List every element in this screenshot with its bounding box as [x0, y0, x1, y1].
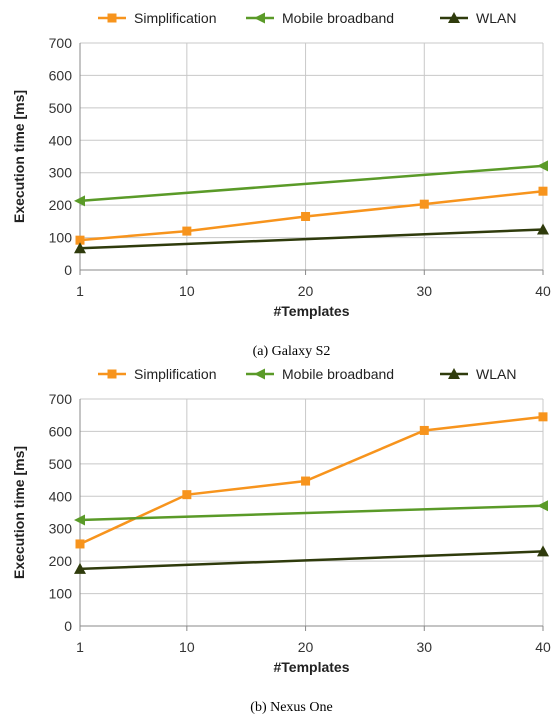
data-point: [74, 195, 85, 207]
y-tick-label: 100: [49, 586, 73, 602]
y-tick-label: 400: [49, 488, 73, 504]
chart-0: 0 100 200 300 400 500 600 700 1 10 20 30 40 #Template…: [11, 10, 551, 359]
series-simplification: [75, 186, 548, 245]
x-tick-label: 1: [76, 639, 84, 655]
y-tick-label: 0: [64, 262, 72, 278]
series-line: [79, 415, 544, 546]
y-axis-title: Execution time [ms]: [11, 90, 27, 223]
legend-marker: [448, 12, 460, 23]
legend-item: WLAN: [440, 10, 516, 26]
x-tick-label: 1: [76, 283, 84, 299]
series-mobile-broadband: [74, 160, 548, 207]
data-point: [182, 490, 192, 500]
data-point: [537, 160, 548, 172]
y-tick-label: 200: [49, 553, 73, 569]
legend-label: Mobile broadband: [282, 366, 394, 382]
data-point: [538, 412, 548, 422]
y-tick-label: 700: [49, 35, 73, 51]
legend-marker: [107, 369, 117, 379]
series-wlan: [74, 223, 549, 254]
y-tick-label: 300: [49, 521, 73, 537]
data-point: [537, 500, 548, 512]
y-tick-label: 500: [49, 100, 73, 116]
x-tick-label: 20: [298, 639, 314, 655]
data-point: [537, 223, 549, 235]
data-point: [74, 242, 86, 254]
legend-label: Mobile broadband: [282, 10, 394, 26]
legend-label: Simplification: [134, 366, 216, 382]
x-tick-label: 40: [535, 283, 551, 299]
data-point: [538, 186, 548, 196]
data-point: [74, 562, 86, 574]
data-point: [182, 226, 192, 236]
series-line: [79, 550, 544, 571]
data-point: [537, 545, 549, 557]
series-mobile-broadband: [74, 500, 548, 526]
y-tick-label: 600: [49, 423, 73, 439]
data-point: [74, 514, 85, 526]
series-simplification: [75, 412, 548, 549]
legend-marker: [254, 12, 265, 24]
legend-marker: [107, 13, 117, 23]
y-axis-title: Execution time [ms]: [11, 446, 27, 579]
series-line: [79, 164, 544, 203]
data-point: [301, 476, 311, 486]
x-tick-label: 20: [298, 283, 314, 299]
chart-caption: (b) Nexus One: [250, 700, 332, 715]
x-tick-label: 30: [416, 639, 432, 655]
x-tick-label: 10: [179, 283, 195, 299]
legend-label: WLAN: [476, 10, 516, 26]
series-line: [79, 228, 544, 250]
y-tick-label: 200: [49, 197, 73, 213]
series-wlan: [74, 545, 549, 574]
series-line: [79, 504, 544, 522]
chart-caption: (a) Galaxy S2: [253, 344, 331, 359]
x-tick-label: 40: [535, 639, 551, 655]
y-tick-label: 100: [49, 230, 73, 246]
legend-label: Simplification: [134, 10, 216, 26]
x-tick-label: 30: [416, 283, 432, 299]
x-tick-label: 10: [179, 639, 195, 655]
data-point: [301, 211, 311, 221]
legend-marker: [254, 368, 265, 380]
x-axis-title: #Templates: [274, 659, 350, 675]
data-point: [75, 235, 85, 245]
legend-item: Simplification: [98, 366, 216, 382]
legend-marker: [448, 368, 460, 379]
legend-label: WLAN: [476, 366, 516, 382]
chart-1: 0 100 200 300 400 500 600 700 1 10 20 30 40 #Template…: [11, 366, 551, 715]
legend-item: Simplification: [98, 10, 216, 26]
x-axis-title: #Templates: [274, 303, 350, 319]
y-tick-label: 600: [49, 67, 73, 83]
data-point: [419, 199, 429, 209]
y-tick-label: 300: [49, 165, 73, 181]
y-tick-label: 0: [64, 618, 72, 634]
legend-item: Mobile broadband: [246, 10, 394, 26]
y-tick-label: 500: [49, 456, 73, 472]
legend-item: WLAN: [440, 366, 516, 382]
legend-item: Mobile broadband: [246, 366, 394, 382]
data-point: [75, 539, 85, 549]
y-tick-label: 400: [49, 132, 73, 148]
y-tick-label: 700: [49, 391, 73, 407]
data-point: [419, 425, 429, 435]
